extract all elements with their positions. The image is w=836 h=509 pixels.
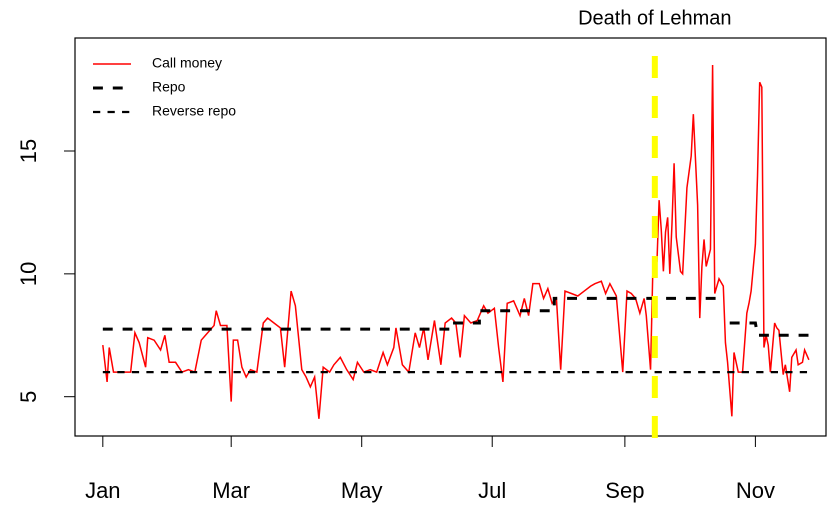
- y-tick-label: 5: [16, 391, 41, 403]
- legend-label: Repo: [152, 79, 186, 95]
- x-tick-label: May: [341, 478, 383, 503]
- x-tick-label: Nov: [736, 478, 775, 503]
- x-tick-label: Sep: [605, 478, 644, 503]
- x-tick-label: Jan: [85, 478, 120, 503]
- annotation-text: Death of Lehman: [578, 7, 731, 29]
- legend-label: Call money: [152, 55, 222, 71]
- y-tick-label: 10: [16, 262, 41, 286]
- x-tick-label: Mar: [212, 478, 250, 503]
- series-line: [102, 296, 809, 337]
- y-tick-label: 15: [16, 139, 41, 163]
- x-tick-label: Jul: [478, 478, 506, 503]
- plot-frame: [74, 37, 827, 437]
- series-line: [102, 65, 810, 419]
- legend-label: Reverse repo: [152, 103, 236, 119]
